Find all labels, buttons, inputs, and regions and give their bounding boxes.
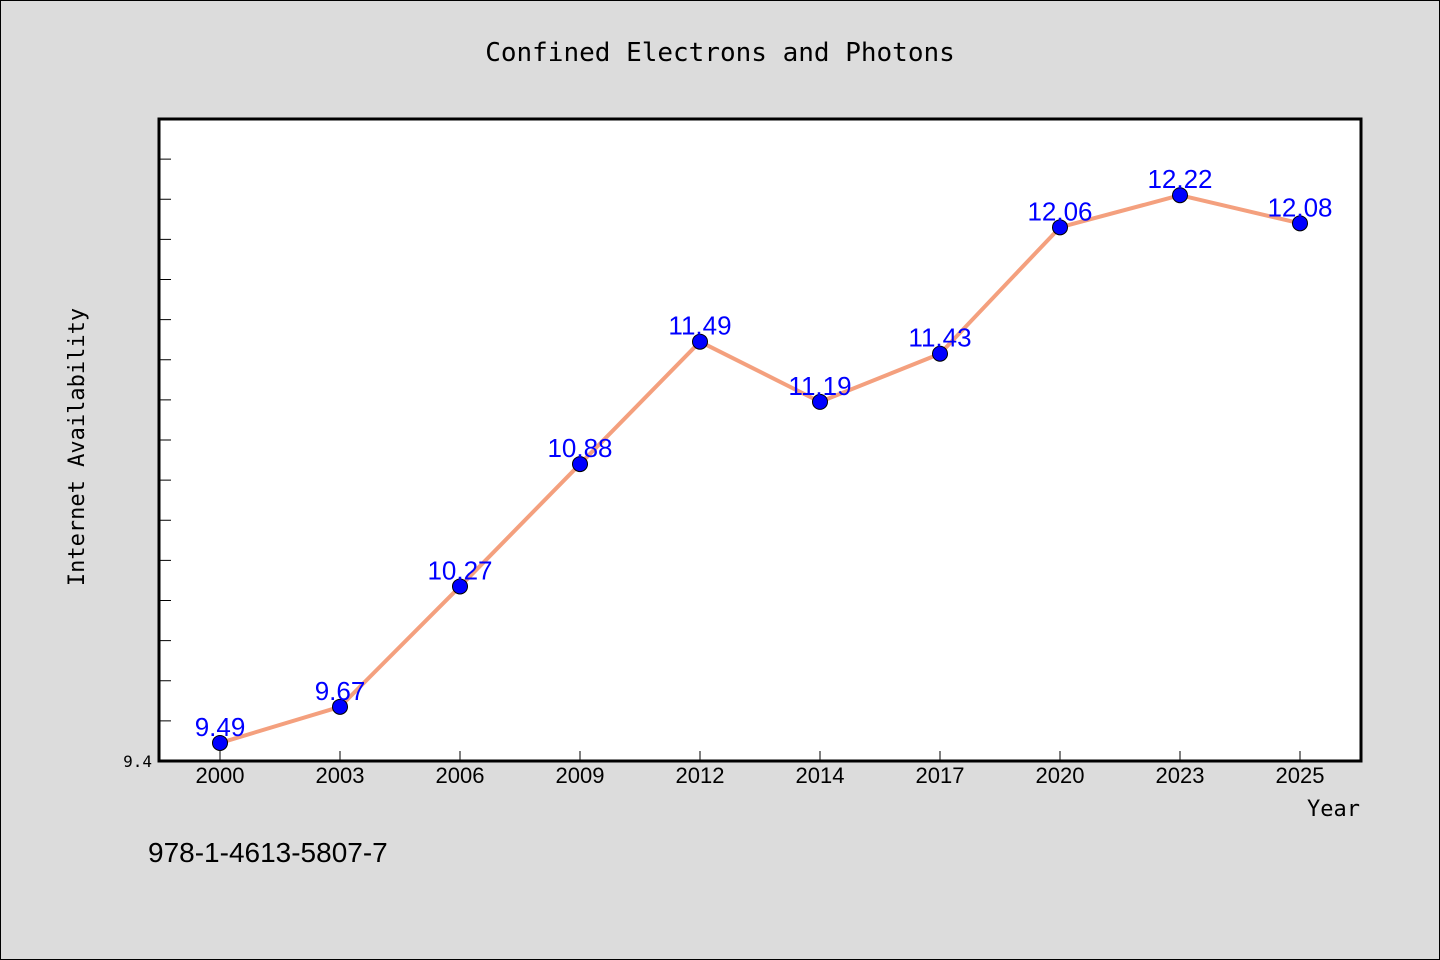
series-layer: 9.49 9.67 10.27 10.88 11.49 11.19 11.43 12.06 12… — [195, 164, 1333, 751]
data-point — [212, 734, 228, 751]
x-tick-label: 2014 — [796, 763, 845, 788]
plot-area — [157, 117, 1363, 763]
x-tick-label: 2020 — [1036, 763, 1085, 788]
data-point — [1052, 219, 1068, 236]
data-point — [692, 333, 708, 350]
data-label: 11.49 — [668, 311, 731, 341]
x-tick-label: 2025 — [1276, 763, 1325, 788]
y-axis-label: Internet Availability — [65, 308, 90, 586]
x-ticks: 2000 2003 2006 2009 2012 2014 2017 2020 2023 2025 — [196, 751, 1325, 788]
data-label: 10.88 — [547, 433, 612, 463]
x-tick-label: 2012 — [676, 763, 725, 788]
data-label: 12.08 — [1267, 192, 1332, 222]
x-tick-label: 2023 — [1156, 763, 1205, 788]
y-minor-ticks — [159, 158, 171, 722]
data-point — [332, 698, 348, 715]
data-label: 10.27 — [427, 555, 492, 585]
data-point — [932, 345, 948, 362]
data-label: 11.43 — [908, 323, 971, 353]
data-point — [1172, 187, 1188, 204]
data-point — [1292, 215, 1308, 232]
isbn-footer: 978-1-4613-5807-7 — [148, 837, 388, 868]
x-tick-label: 2003 — [316, 763, 365, 788]
x-tick-label: 2000 — [196, 763, 245, 788]
x-tick-label: 2017 — [916, 763, 965, 788]
data-label: 11.19 — [788, 371, 851, 401]
data-label: 12.22 — [1147, 164, 1212, 194]
x-tick-label: 2006 — [436, 763, 485, 788]
data-label: 9.67 — [315, 676, 366, 706]
data-point — [812, 393, 828, 410]
data-point — [452, 578, 468, 595]
y-tick-label: 9.4 — [123, 752, 152, 771]
data-point — [572, 456, 588, 473]
chart-title: Confined Electrons and Photons — [485, 38, 955, 68]
data-label: 9.49 — [195, 712, 246, 742]
series-line — [218, 193, 1302, 745]
data-label: 12.06 — [1027, 196, 1092, 226]
x-tick-label: 2009 — [556, 763, 605, 788]
x-axis-label: Year — [1307, 797, 1360, 822]
